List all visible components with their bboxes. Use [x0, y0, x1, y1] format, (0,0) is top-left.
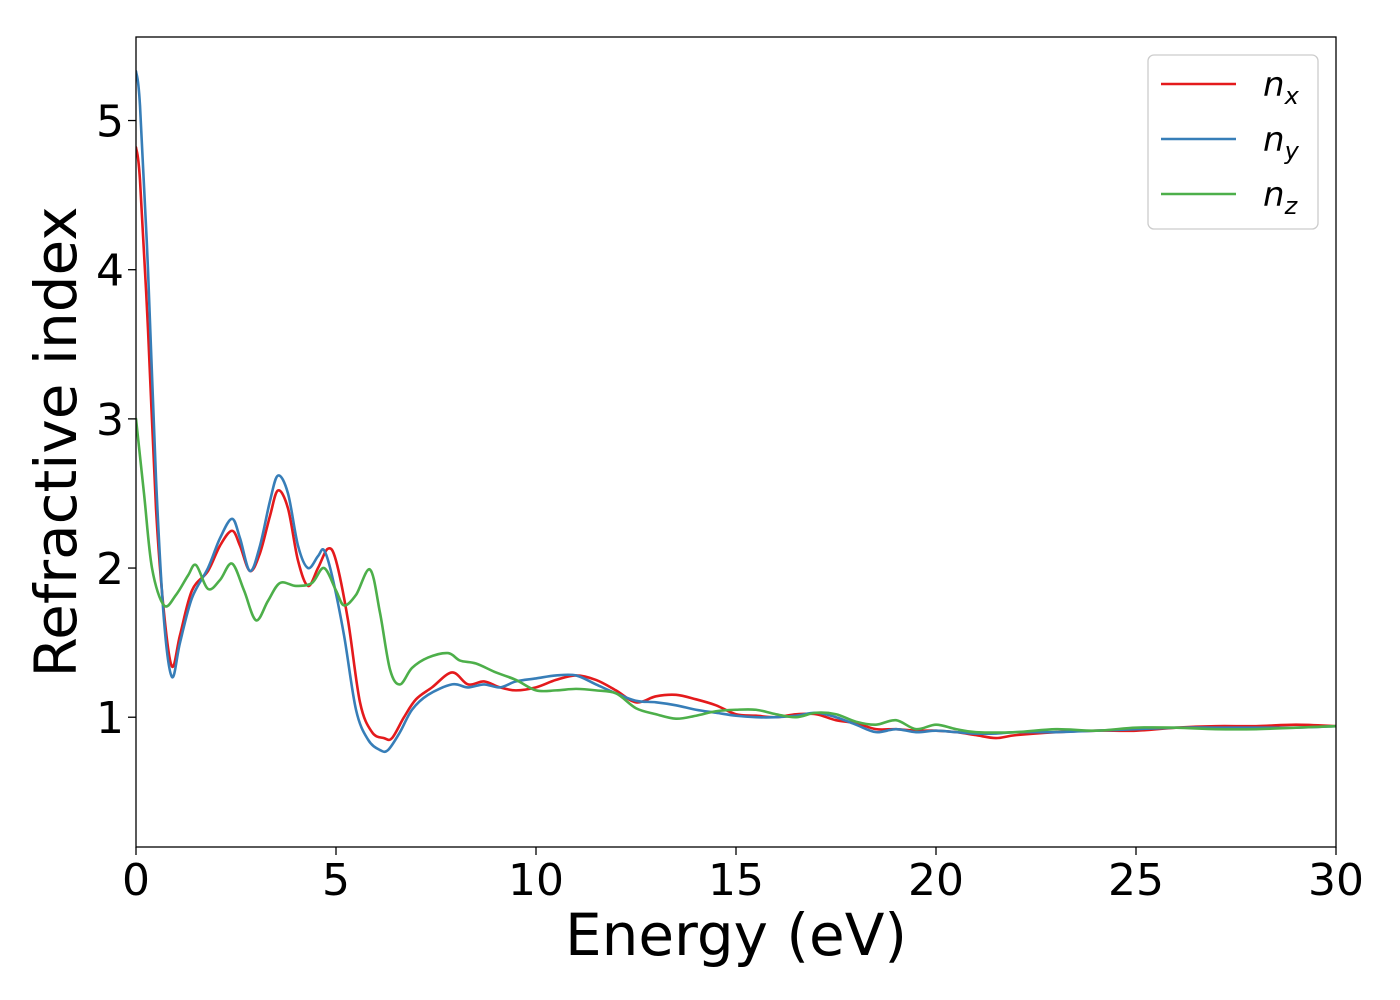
x-axis-ticks: 0 5 10 15 20 25 30	[122, 847, 1364, 906]
series-line-nz	[136, 417, 1336, 734]
legend-label-nx: nx	[1263, 65, 1300, 110]
x-tick-label: 25	[1108, 855, 1164, 906]
legend-label-ny: ny	[1263, 120, 1300, 165]
series-line-ny	[136, 70, 1336, 754]
x-tick-label: 30	[1308, 855, 1364, 906]
x-tick-label: 0	[122, 855, 150, 906]
series-line-nx	[136, 146, 1336, 742]
x-tick-label: 15	[708, 855, 764, 906]
y-axis-label: Refractive index	[22, 206, 90, 677]
y-axis-ticks: 1 2 3 4 5	[96, 97, 136, 744]
x-tick-label: 5	[322, 855, 350, 906]
legend: nx ny nz	[1147, 54, 1319, 230]
legend-frame	[1147, 54, 1319, 230]
x-axis-label: Energy (eV)	[565, 901, 907, 969]
y-tick-label: 1	[96, 693, 124, 744]
y-tick-label: 5	[96, 97, 124, 148]
legend-label-nz: nz	[1263, 175, 1299, 220]
x-tick-label: 20	[908, 855, 964, 906]
y-tick-label: 3	[96, 395, 124, 446]
x-tick-label: 10	[508, 855, 564, 906]
y-tick-label: 4	[96, 246, 124, 297]
y-tick-label: 2	[96, 544, 124, 595]
plot-lines	[136, 70, 1336, 754]
